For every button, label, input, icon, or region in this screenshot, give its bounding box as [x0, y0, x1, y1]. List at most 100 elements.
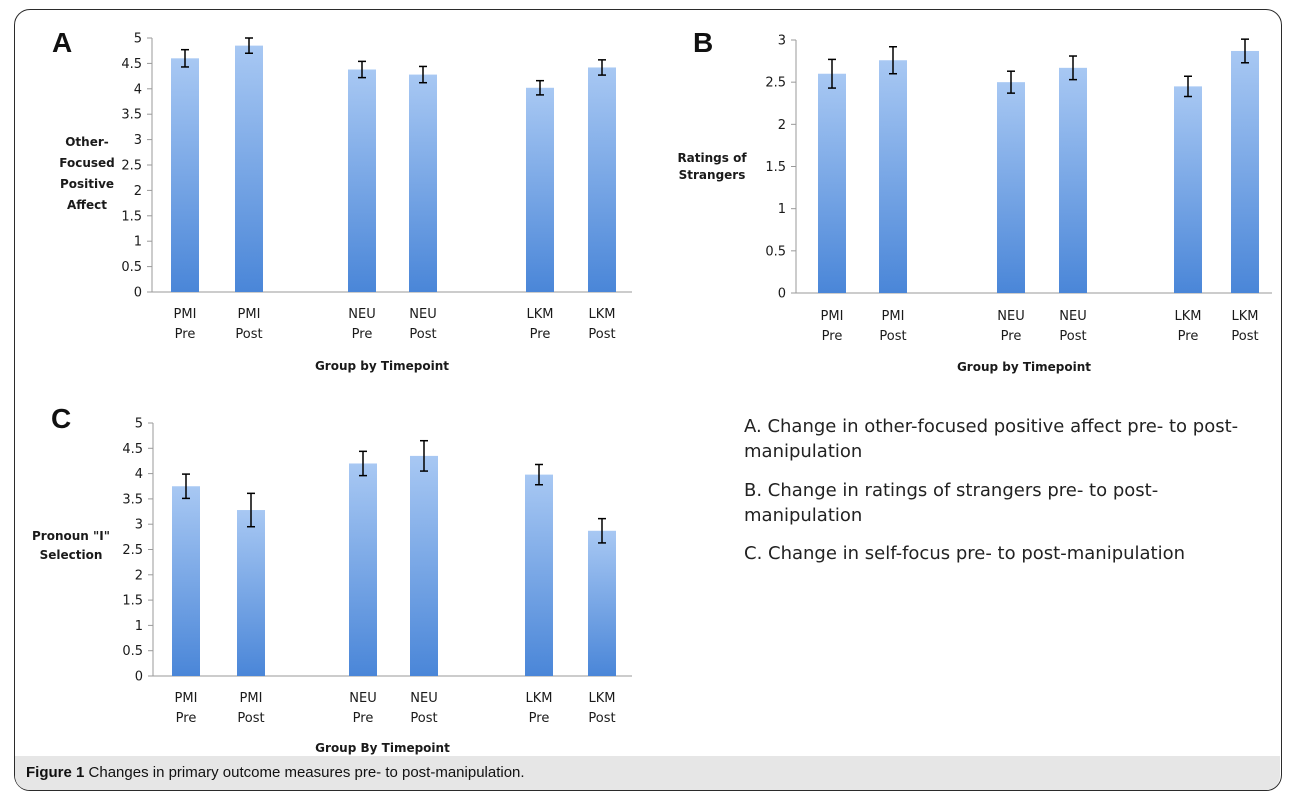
bar [1231, 50, 1259, 293]
y-axis-label: Focused [59, 156, 114, 170]
legend-item-b: B. Change in ratings of strangers pre- t… [744, 480, 1159, 526]
x-category-label-timepoint: Post [588, 327, 615, 342]
bar [1174, 86, 1202, 293]
y-tick-label: 1 [135, 619, 143, 634]
y-tick-label: 4.5 [122, 442, 143, 457]
caption-label: Figure 1 [26, 764, 85, 781]
y-tick-label: 1.5 [765, 160, 786, 175]
figure-caption: Figure 1 Changes in primary outcome meas… [26, 764, 525, 781]
y-tick-label: 3.5 [122, 492, 143, 507]
panel-letter: C [51, 403, 71, 434]
x-category-label-group: NEU [349, 691, 376, 706]
y-axis-label: Ratings of [677, 151, 747, 165]
x-category-label-group: PMI [821, 309, 844, 324]
x-category-label-timepoint: Post [1059, 329, 1086, 344]
y-tick-label: 2 [135, 568, 143, 583]
y-tick-label: 5 [134, 32, 142, 47]
bar [588, 530, 616, 676]
y-tick-label: 2.5 [121, 159, 142, 174]
x-category-label-group: LKM [1232, 309, 1259, 324]
y-tick-label: 3 [135, 518, 143, 533]
bar [525, 474, 553, 676]
x-category-label-timepoint: Pre [530, 327, 551, 342]
x-category-label-timepoint: Post [410, 711, 437, 726]
y-axis-label: Affect [67, 198, 107, 212]
x-axis-label: Group by Timepoint [957, 360, 1091, 374]
x-category-label-group: NEU [1059, 309, 1086, 324]
y-tick-label: 2 [778, 118, 786, 133]
y-tick-label: 2 [134, 184, 142, 199]
y-tick-label: 4.5 [121, 57, 142, 72]
y-axis-label: Other- [65, 135, 109, 149]
caption-text: Changes in primary outcome measures pre-… [88, 764, 525, 781]
bar [235, 45, 263, 293]
y-tick-label: 2.5 [122, 543, 143, 558]
panel-letter: B [693, 27, 713, 58]
legend-item-c: C. Change in self-focus pre- to post-man… [744, 543, 1186, 564]
y-tick-label: 1.5 [121, 209, 142, 224]
x-category-label-timepoint: Post [409, 327, 436, 342]
bar [410, 455, 438, 676]
y-tick-label: 4 [135, 467, 143, 482]
x-category-label-group: LKM [526, 691, 553, 706]
y-tick-label: 0.5 [121, 260, 142, 275]
y-tick-label: 1.5 [122, 594, 143, 609]
x-category-label-timepoint: Post [235, 327, 262, 342]
y-tick-label: 1 [134, 235, 142, 250]
x-axis-label: Group by Timepoint [315, 359, 449, 373]
x-category-label-group: PMI [238, 307, 261, 322]
bar [879, 60, 907, 293]
x-category-label-group: PMI [175, 691, 198, 706]
bar [526, 87, 554, 292]
y-tick-label: 1 [778, 202, 786, 217]
y-tick-label: 0.5 [122, 644, 143, 659]
legend-item-a: A. Change in other-focused positive affe… [744, 416, 1239, 462]
x-category-label-group: LKM [589, 307, 616, 322]
x-category-label-timepoint: Post [1231, 329, 1258, 344]
x-category-label-group: NEU [997, 309, 1024, 324]
bar [409, 74, 437, 293]
x-category-label-timepoint: Post [237, 711, 264, 726]
x-category-label-timepoint: Pre [352, 327, 373, 342]
x-category-label-group: LKM [1175, 309, 1202, 324]
bar [1059, 67, 1087, 293]
x-category-label-timepoint: Pre [175, 327, 196, 342]
x-category-label-timepoint: Pre [529, 711, 550, 726]
bar [172, 486, 200, 676]
y-tick-label: 3 [134, 133, 142, 148]
y-tick-label: 0 [134, 286, 142, 301]
bar [348, 69, 376, 292]
x-category-label-group: NEU [409, 307, 436, 322]
x-category-label-group: PMI [174, 307, 197, 322]
x-axis-label: Group By Timepoint [315, 741, 450, 755]
panel-letter: A [52, 27, 72, 58]
x-category-label-group: NEU [348, 307, 375, 322]
x-category-label-timepoint: Pre [1178, 329, 1199, 344]
x-category-label-timepoint: Post [879, 329, 906, 344]
bar [588, 67, 616, 293]
y-tick-label: 2.5 [765, 76, 786, 91]
y-tick-label: 0 [135, 670, 143, 685]
x-category-label-timepoint: Post [588, 711, 615, 726]
y-tick-label: 0.5 [765, 244, 786, 259]
y-tick-label: 5 [135, 417, 143, 432]
x-category-label-timepoint: Pre [1001, 329, 1022, 344]
x-category-label-timepoint: Pre [353, 711, 374, 726]
y-tick-label: 4 [134, 82, 142, 97]
caption-bar [15, 756, 1280, 790]
x-category-label-group: LKM [527, 307, 554, 322]
y-axis-label: Strangers [679, 168, 746, 182]
y-axis-label: Pronoun "I" [32, 529, 110, 543]
bar [171, 58, 199, 292]
x-category-label-timepoint: Pre [176, 711, 197, 726]
x-category-label-group: NEU [410, 691, 437, 706]
y-axis-label: Positive [60, 177, 114, 191]
x-category-label-group: PMI [240, 691, 263, 706]
y-tick-label: 3 [778, 34, 786, 49]
bar [349, 463, 377, 676]
bar [997, 82, 1025, 294]
